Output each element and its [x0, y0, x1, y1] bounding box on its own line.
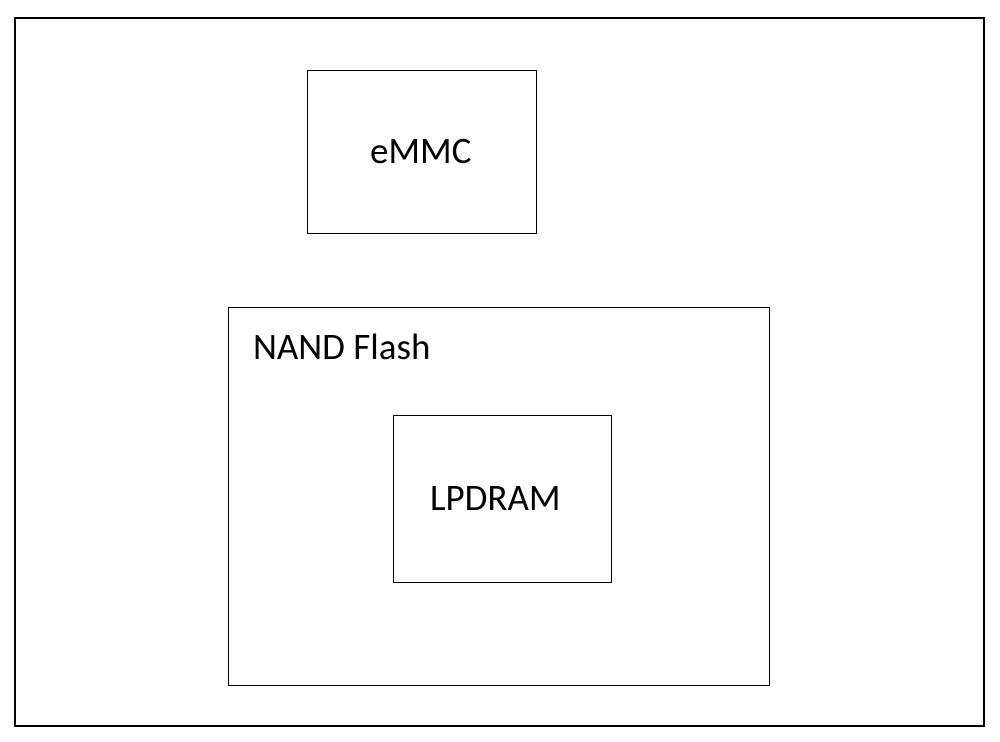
lpdram-label: LPDRAM	[430, 475, 561, 520]
emmc-label: eMMC	[370, 128, 471, 173]
nand-flash-label: NAND Flash	[253, 324, 430, 369]
